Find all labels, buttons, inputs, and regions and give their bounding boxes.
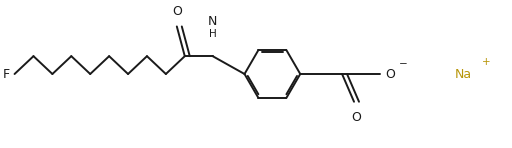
Text: O: O [352, 111, 361, 124]
Text: +: + [482, 57, 491, 67]
Text: O: O [172, 5, 182, 17]
Text: N: N [208, 15, 218, 28]
Text: −: − [399, 59, 408, 69]
Text: Na: Na [455, 67, 472, 81]
Text: H: H [209, 29, 217, 39]
Text: O: O [385, 67, 395, 81]
Text: F: F [3, 67, 10, 81]
